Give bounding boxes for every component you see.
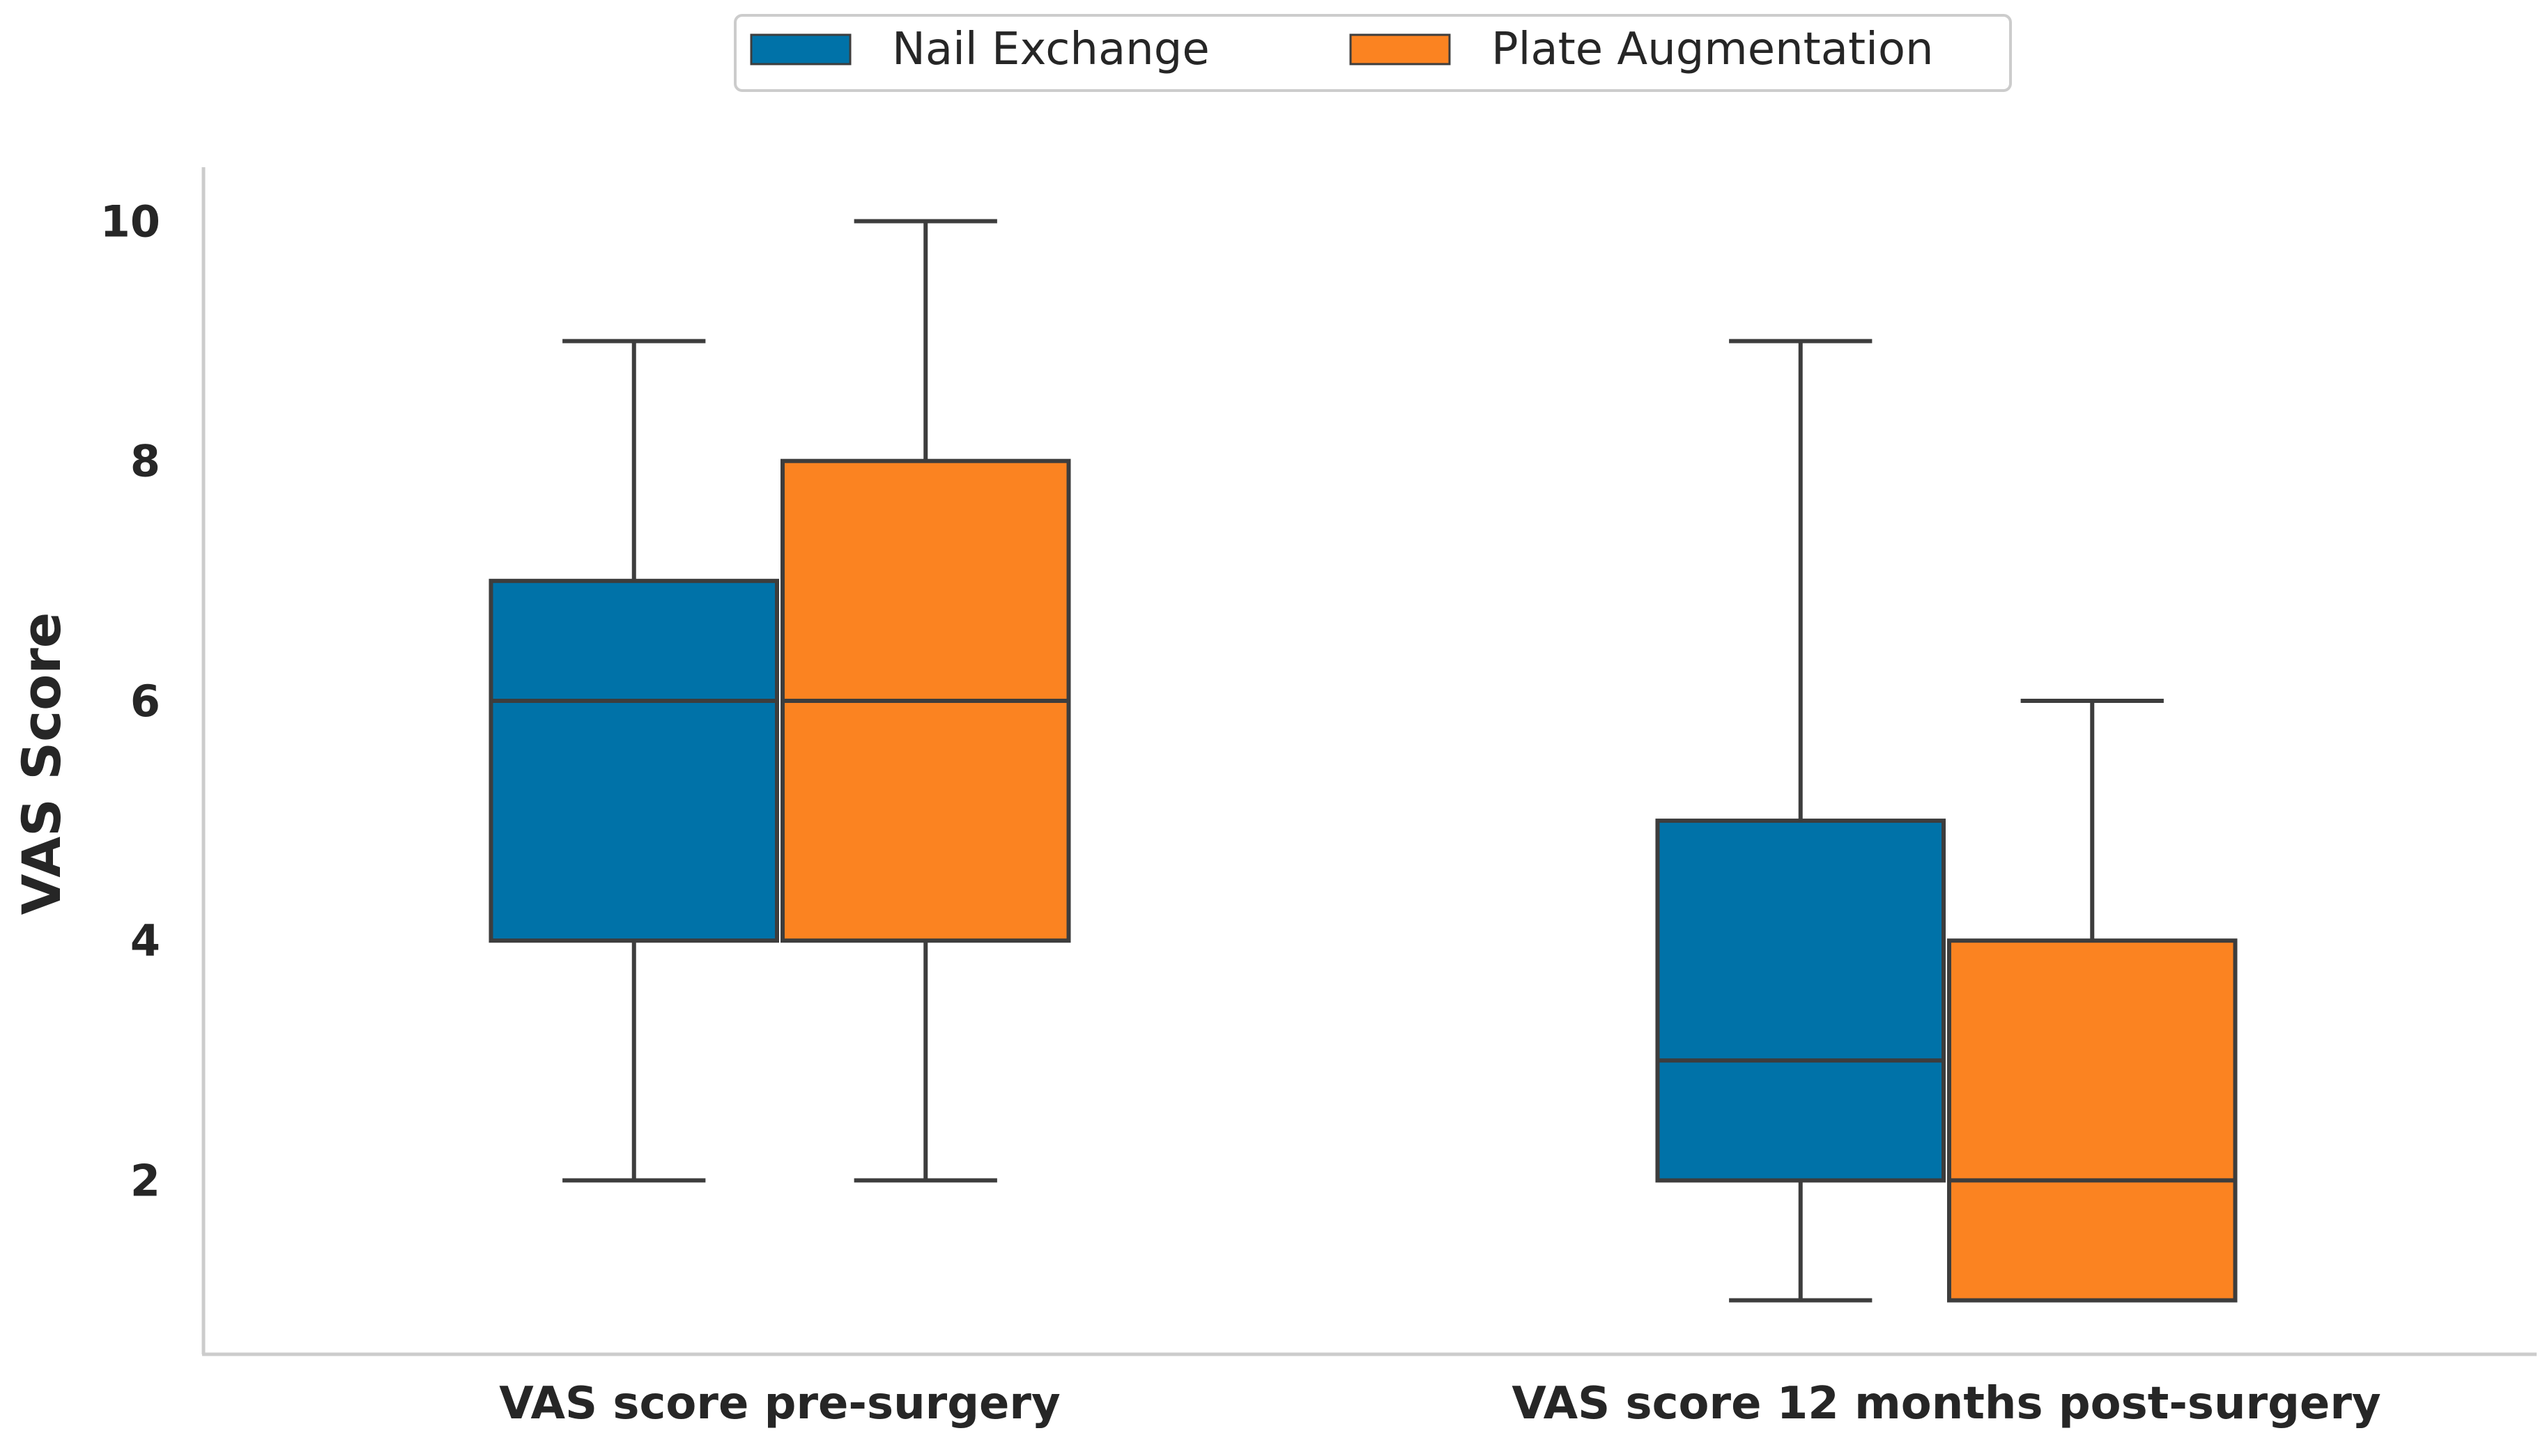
box-group bbox=[1947, 698, 2238, 1303]
y-tick-label: 6 bbox=[130, 676, 160, 727]
y-tick-label: 8 bbox=[130, 436, 160, 487]
y-tick-label: 2 bbox=[130, 1155, 160, 1206]
iqr-box bbox=[489, 578, 779, 943]
legend: Nail Exchange Plate Augmentation bbox=[734, 14, 2012, 92]
y-tick-label: 4 bbox=[130, 915, 160, 966]
y-axis-label: VAS Score bbox=[10, 612, 72, 915]
legend-label-plate-augmentation: Plate Augmentation bbox=[1491, 24, 1934, 75]
y-tick-label: 10 bbox=[100, 196, 160, 247]
x-category-label: VAS score 12 months post-surgery bbox=[1512, 1378, 2381, 1430]
box-group bbox=[781, 219, 1071, 1183]
x-category-labels: VAS score pre-surgery VAS score 12 months… bbox=[499, 1378, 2381, 1430]
box-group bbox=[489, 339, 779, 1183]
x-category-label: VAS score pre-surgery bbox=[499, 1378, 1060, 1430]
legend-swatch-plate-augmentation bbox=[1349, 33, 1451, 65]
box-groups bbox=[489, 219, 2238, 1303]
iqr-box bbox=[1655, 819, 1946, 1183]
box-group bbox=[1655, 339, 1946, 1303]
legend-label-nail-exchange: Nail Exchange bbox=[892, 24, 1210, 75]
y-tick-labels: 2 4 6 8 10 bbox=[100, 196, 160, 1206]
iqr-box bbox=[1947, 938, 2238, 1303]
legend-swatch-nail-exchange bbox=[750, 33, 852, 65]
